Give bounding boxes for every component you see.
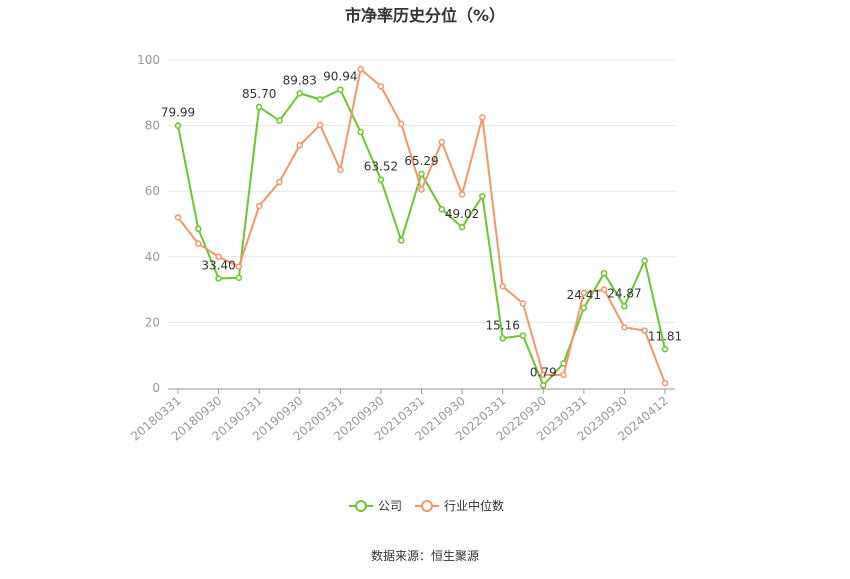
data-point <box>357 65 364 73</box>
data-point <box>377 176 385 183</box>
data-label: 85.70 <box>242 87 276 101</box>
data-point <box>600 286 608 293</box>
data-point <box>357 128 364 136</box>
y-tick-label: 0 <box>152 381 160 395</box>
y-tick-label: 100 <box>137 53 160 67</box>
data-point <box>337 86 344 93</box>
data-point <box>621 324 628 331</box>
data-point <box>397 120 405 128</box>
data-point <box>621 303 628 310</box>
data-point <box>215 275 222 282</box>
legend-item-1[interactable]: 行业中位数 <box>415 498 504 513</box>
data-point <box>174 214 182 221</box>
data-label: 24.41 <box>567 288 601 302</box>
legend[interactable]: 公司 行业中位数 <box>349 498 504 513</box>
data-point <box>276 178 283 186</box>
data-label: 49.02 <box>445 207 479 221</box>
legend-marker <box>355 500 367 512</box>
y-tick-label: 20 <box>145 315 160 329</box>
data-point <box>195 240 202 247</box>
data-point <box>235 263 243 270</box>
series-line-0 <box>177 88 666 387</box>
data-label: 11.81 <box>648 329 682 343</box>
data-point <box>479 114 486 121</box>
data-point <box>235 274 243 282</box>
data-point <box>276 117 283 124</box>
chart-source: 数据来源：恒生聚源 <box>371 548 479 563</box>
data-point <box>600 269 608 277</box>
data-point <box>458 191 466 198</box>
data-point <box>195 225 202 233</box>
y-tick-label: 80 <box>145 119 160 133</box>
data-point <box>499 283 506 290</box>
data-point <box>560 371 567 379</box>
data-point <box>316 121 324 129</box>
data-point <box>641 327 648 334</box>
axes: 0204060801002018033120180930201903312019… <box>128 53 675 444</box>
legend-marker <box>421 500 433 512</box>
data-label: 0.79 <box>530 365 557 379</box>
data-point <box>438 205 446 213</box>
data-point <box>438 138 446 146</box>
data-point <box>418 170 425 178</box>
data-point <box>296 142 303 149</box>
data-point <box>397 237 405 244</box>
data-point <box>661 346 669 353</box>
data-point <box>174 122 182 129</box>
data-point <box>540 371 547 379</box>
data-point <box>580 304 588 312</box>
data-point <box>418 186 425 193</box>
data-point <box>296 90 303 97</box>
data-label: 24.87 <box>607 286 641 300</box>
data-point <box>661 379 669 387</box>
data-point <box>479 192 486 200</box>
data-label: 89.83 <box>283 73 317 87</box>
data-point <box>255 103 263 111</box>
data-label: 63.52 <box>364 160 398 174</box>
data-point <box>540 382 547 389</box>
data-point <box>641 257 648 264</box>
series-lines <box>174 65 669 389</box>
data-label: 79.99 <box>161 106 195 120</box>
data-point <box>337 166 344 174</box>
legend-item-0[interactable]: 公司 <box>349 499 402 513</box>
data-point <box>499 335 506 342</box>
data-point <box>377 82 385 90</box>
legend-label: 行业中位数 <box>444 498 504 513</box>
data-point <box>255 202 263 210</box>
y-tick-label: 40 <box>145 250 160 264</box>
chart-title: 市净率历史分位（%） <box>345 6 505 25</box>
data-point <box>580 289 588 297</box>
data-point <box>458 223 466 231</box>
data-point <box>519 332 527 339</box>
data-label: 15.16 <box>485 318 519 332</box>
data-labels: 79.99 33.40 85.70 89.83 90.94 63.52 65.29 49.02… <box>161 70 682 380</box>
data-point <box>519 300 527 307</box>
data-point <box>316 96 324 103</box>
y-tick-label: 60 <box>145 184 160 198</box>
legend-label: 公司 <box>378 499 402 513</box>
series-line-1 <box>177 68 666 384</box>
data-label: 65.29 <box>404 154 438 168</box>
data-label: 33.40 <box>201 258 235 272</box>
data-label: 90.94 <box>323 70 357 84</box>
data-point <box>215 253 222 261</box>
